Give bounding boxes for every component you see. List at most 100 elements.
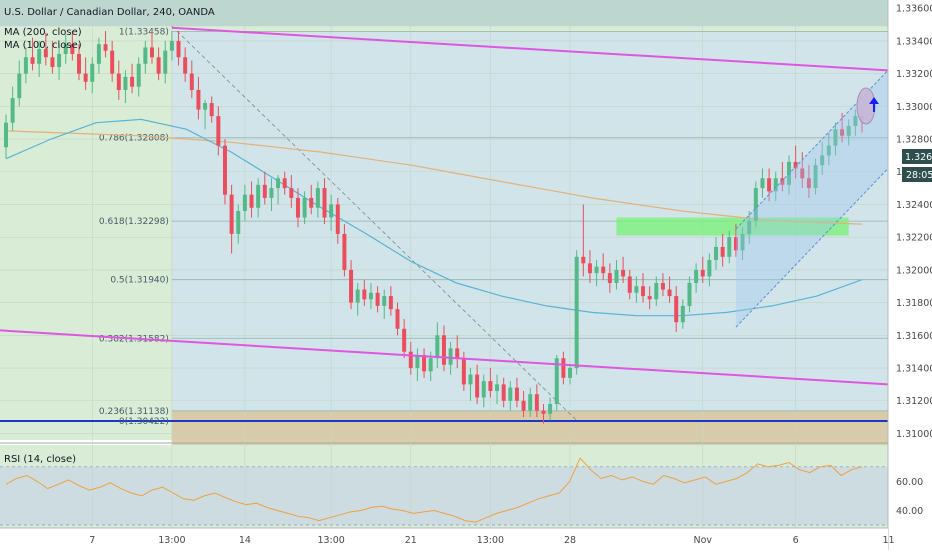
candle-body: [402, 328, 407, 352]
ma100-label[interactable]: MA (100, close): [4, 40, 82, 51]
candle-body: [541, 410, 546, 414]
candle-body: [262, 184, 267, 198]
candle-body: [607, 273, 612, 283]
candle-body: [349, 269, 354, 303]
countdown-tag: [902, 167, 932, 182]
candle-body: [130, 76, 135, 87]
candle-body: [674, 296, 679, 323]
candle-body: [156, 57, 161, 74]
candle-body: [806, 178, 811, 189]
candle-body: [687, 282, 692, 306]
price-tick-label: 1.31200: [896, 396, 932, 407]
candle-body: [176, 40, 181, 58]
candle-body: [203, 103, 208, 110]
candle-body: [77, 53, 81, 74]
target-ellipse: [856, 87, 876, 125]
candle-body: [382, 296, 387, 306]
fib-level-label: 0.786(1.32808): [99, 134, 169, 144]
candle-body: [581, 256, 586, 264]
candle-body: [282, 178, 287, 189]
channel-upper-line: [171, 26, 889, 72]
price-tick-label: 1.31600: [896, 331, 932, 342]
candle-body: [70, 44, 75, 54]
candle-body: [209, 103, 214, 117]
candle-body: [820, 155, 825, 166]
candle-body: [315, 188, 320, 208]
candle-body: [508, 387, 513, 401]
candle-body: [727, 237, 732, 257]
candle-body: [435, 335, 440, 359]
candle-body: [853, 116, 858, 126]
candle-body: [90, 63, 95, 82]
candle-body: [521, 400, 526, 411]
candle-body: [627, 276, 632, 293]
countdown-value: 28:05: [906, 170, 932, 181]
fib-level-label: 0(1.30422): [119, 417, 169, 427]
candle-body: [322, 188, 327, 218]
candle-body: [641, 286, 646, 297]
candle-body: [10, 98, 15, 123]
fib-level-label: 0.618(1.32298): [99, 217, 169, 227]
candle-body: [448, 348, 453, 365]
candle-body: [501, 384, 506, 401]
candle-body: [840, 129, 845, 136]
candle-body: [422, 354, 427, 372]
time-tick-label: 13:00: [317, 535, 344, 546]
candle-body: [514, 387, 519, 401]
price-axis[interactable]: [888, 0, 932, 550]
time-tick-label: 21: [405, 535, 417, 546]
candle-body: [601, 266, 606, 274]
fib-level-label: 0.236(1.31138): [99, 407, 169, 417]
candle-body: [302, 197, 307, 218]
candle-body: [123, 76, 128, 90]
candle-body: [846, 125, 851, 136]
candle-body: [528, 394, 533, 411]
candle-body: [236, 211, 241, 234]
candle-body: [475, 374, 480, 398]
candle-body: [740, 233, 745, 251]
channel-lower-line: [0, 329, 889, 386]
candle-body: [767, 178, 772, 192]
candle-body: [388, 296, 393, 310]
candle-body: [149, 47, 154, 58]
ma200-line: [5, 130, 863, 225]
candle-body: [329, 204, 334, 218]
candle-body: [368, 292, 373, 300]
candle-body: [216, 116, 221, 146]
time-tick-label: 11: [882, 535, 894, 546]
candle-body: [548, 404, 553, 414]
candle-body: [654, 282, 659, 300]
candle-body: [256, 184, 261, 208]
rsi-tick-label: 40.00: [896, 506, 923, 517]
candle-body: [143, 47, 148, 64]
candle-body: [495, 384, 500, 391]
candle-body: [733, 237, 738, 251]
candle-body: [561, 358, 566, 378]
candle-body: [534, 394, 539, 411]
price-tick-label: 1.32000: [896, 265, 932, 276]
time-tick-label: 6: [793, 535, 799, 546]
fib-trend-line: [171, 25, 577, 421]
candle-body: [189, 73, 194, 90]
time-tick-label: 13:00: [477, 535, 504, 546]
candle-body: [37, 49, 42, 64]
rsi-label[interactable]: RSI (14, close): [4, 454, 76, 465]
fib-level-label: 1(1.33458): [119, 27, 169, 37]
time-tick-label: 7: [89, 535, 95, 546]
candle-body: [707, 260, 712, 277]
candle-body: [647, 296, 652, 300]
candle-body: [342, 233, 347, 270]
rsi-tick-label: 60.00: [896, 477, 923, 488]
time-tick-label: 14: [239, 535, 251, 546]
candle-body: [455, 348, 460, 359]
candle-body: [249, 194, 254, 208]
price-tick-label: 1.33400: [896, 36, 932, 47]
candle-body: [441, 335, 446, 365]
time-axis[interactable]: [0, 528, 888, 550]
ma200-label[interactable]: MA (200, close): [4, 27, 82, 38]
candle-body: [289, 188, 294, 198]
candle-body: [554, 358, 559, 405]
last-price-value: 1.32690: [905, 152, 932, 163]
candle-body: [183, 57, 188, 74]
